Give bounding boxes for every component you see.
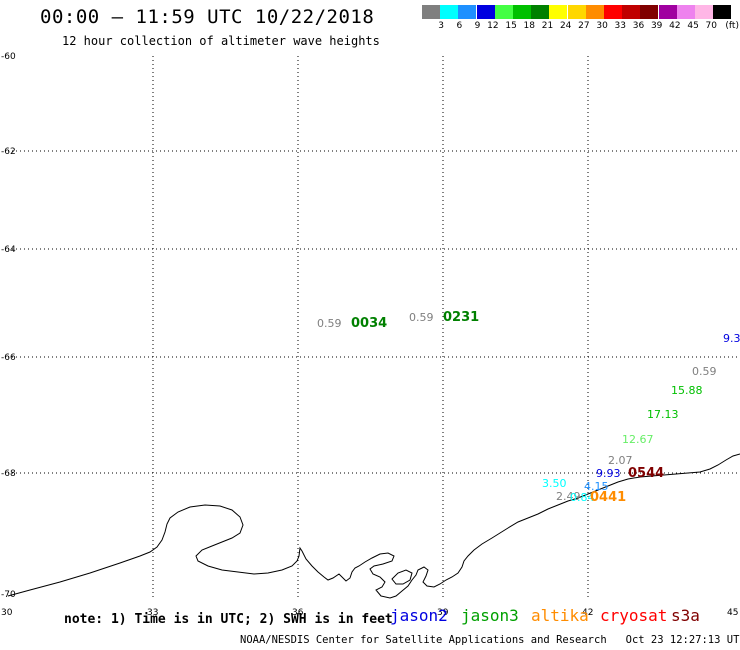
- wave-height-label: 17.13: [647, 408, 679, 421]
- scale-label: 3: [438, 21, 444, 31]
- latitude-label: -70: [1, 590, 16, 600]
- page-title: 00:00 – 11:59 UTC 10/22/2018: [40, 6, 375, 28]
- credit-text: NOAA/NESDIS Center for Satellite Applica…: [240, 634, 607, 646]
- scale-swatch: [458, 5, 477, 19]
- footnote: note: 1) Time is in UTC; 2) SWH is in fe…: [64, 612, 393, 627]
- scale-label: 30: [596, 21, 608, 31]
- latitude-label: -66: [1, 353, 16, 363]
- pass-time-label: 0441: [590, 490, 626, 505]
- longitude-label: 45: [727, 608, 738, 618]
- latitude-label: -60: [1, 52, 16, 62]
- scale-label: 42: [669, 21, 681, 31]
- scale-label: 15: [505, 21, 517, 31]
- wave-height-label: 0.59: [409, 311, 434, 324]
- antarctic-coastline: [7, 453, 740, 599]
- scale-swatch: [549, 5, 568, 19]
- wave-height-label: 0.84: [570, 491, 595, 504]
- generated-timestamp: Oct 23 12:27:13 UTC 2018: [625, 634, 740, 646]
- axis-labels: 30 33 36 39 42 45 -60 -62 -64 -66 -68 -70: [1, 52, 738, 618]
- scale-label: 6: [456, 21, 463, 31]
- scale-label: 33: [614, 21, 626, 31]
- longitude-label: 33: [147, 608, 158, 618]
- scale-label: 18: [523, 21, 535, 31]
- scale-swatch: [658, 5, 677, 19]
- longitude-label: 42: [582, 608, 593, 618]
- longitude-label: 30: [1, 608, 13, 618]
- coastline-inlet: [391, 569, 413, 585]
- latitude-label: -64: [1, 245, 16, 255]
- scale-swatch: [713, 5, 732, 19]
- scale-label: 36: [632, 21, 645, 31]
- scale-swatch: [476, 5, 495, 19]
- scale-label: 24: [559, 21, 572, 31]
- scale-swatch: [422, 5, 440, 19]
- credit-line: NOAA/NESDIS Center for Satellite Applica…: [240, 634, 740, 646]
- scale-swatch: [695, 5, 713, 19]
- latitude-label: -68: [1, 469, 16, 479]
- satellite-cryosat: cryosat: [600, 606, 668, 625]
- wave-height-label: 9.3: [723, 332, 740, 345]
- wave-height-label: 3.50: [542, 477, 567, 490]
- wave-height-label: 9.93: [596, 467, 621, 480]
- scale-swatch: [676, 5, 695, 19]
- scale-label: 39: [650, 21, 663, 31]
- scale-swatch: [440, 5, 459, 19]
- page-subtitle: 12 hour collection of altimeter wave hei…: [62, 34, 380, 48]
- wave-height-label: 0.59: [317, 317, 342, 330]
- satellite-s3a: s3a: [671, 606, 700, 625]
- wave-height-label: 4.15: [584, 480, 609, 493]
- scale-label: 9: [474, 21, 481, 31]
- scale-label: 12: [487, 21, 499, 31]
- pass-time-label: 0034: [351, 316, 387, 331]
- satellite-altika: altika: [531, 606, 589, 625]
- pass-time-label: 0544: [628, 466, 664, 481]
- scale-label: 45: [687, 21, 699, 31]
- scale-swatch: [622, 5, 641, 19]
- scale-swatch: [640, 5, 659, 19]
- scale-swatch: [513, 5, 531, 19]
- scale-swatch: [531, 5, 550, 19]
- scale-unit: (ft): [725, 21, 739, 31]
- scale-swatch: [585, 5, 604, 19]
- observation-labels: 0.59 0034 0.59 0231 9.3 0.59 15.88 17.13 12.67 2.…: [317, 310, 740, 505]
- latitude-label: -62: [1, 147, 16, 157]
- scale-label: 27: [578, 21, 590, 31]
- wave-height-label: 12.67: [622, 433, 654, 446]
- longitude-label: 39: [437, 608, 449, 618]
- scale-swatch: [567, 5, 586, 19]
- satellite-jason2: jason2: [390, 606, 448, 625]
- scale-label: 21: [541, 21, 554, 31]
- wave-height-label: 0.59: [692, 365, 717, 378]
- scale-swatch: [494, 5, 513, 19]
- wave-height-label: 2.49: [556, 490, 581, 503]
- wave-height-label: 15.88: [671, 384, 703, 397]
- pass-time-label: 0231: [443, 310, 479, 325]
- satellite-jason3: jason3: [461, 606, 519, 625]
- lat-lon-grid: [8, 56, 740, 600]
- longitude-label: 36: [292, 608, 304, 618]
- scale-label: 70: [705, 21, 717, 31]
- wave-height-label: 2.07: [608, 454, 633, 467]
- scale-swatch: [604, 5, 622, 19]
